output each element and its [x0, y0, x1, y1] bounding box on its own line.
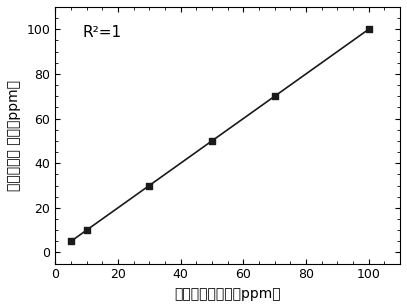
- Point: [365, 27, 372, 32]
- Text: R²=1: R²=1: [83, 25, 122, 40]
- Point: [146, 183, 153, 188]
- Point: [209, 138, 215, 143]
- Y-axis label: 锂含量的预 测値（ppm）: 锂含量的预 测値（ppm）: [7, 80, 21, 191]
- X-axis label: 锂含量的参考値（ppm）: 锂含量的参考値（ppm）: [174, 287, 281, 301]
- Point: [83, 228, 90, 233]
- Point: [271, 94, 278, 99]
- Point: [68, 239, 74, 244]
